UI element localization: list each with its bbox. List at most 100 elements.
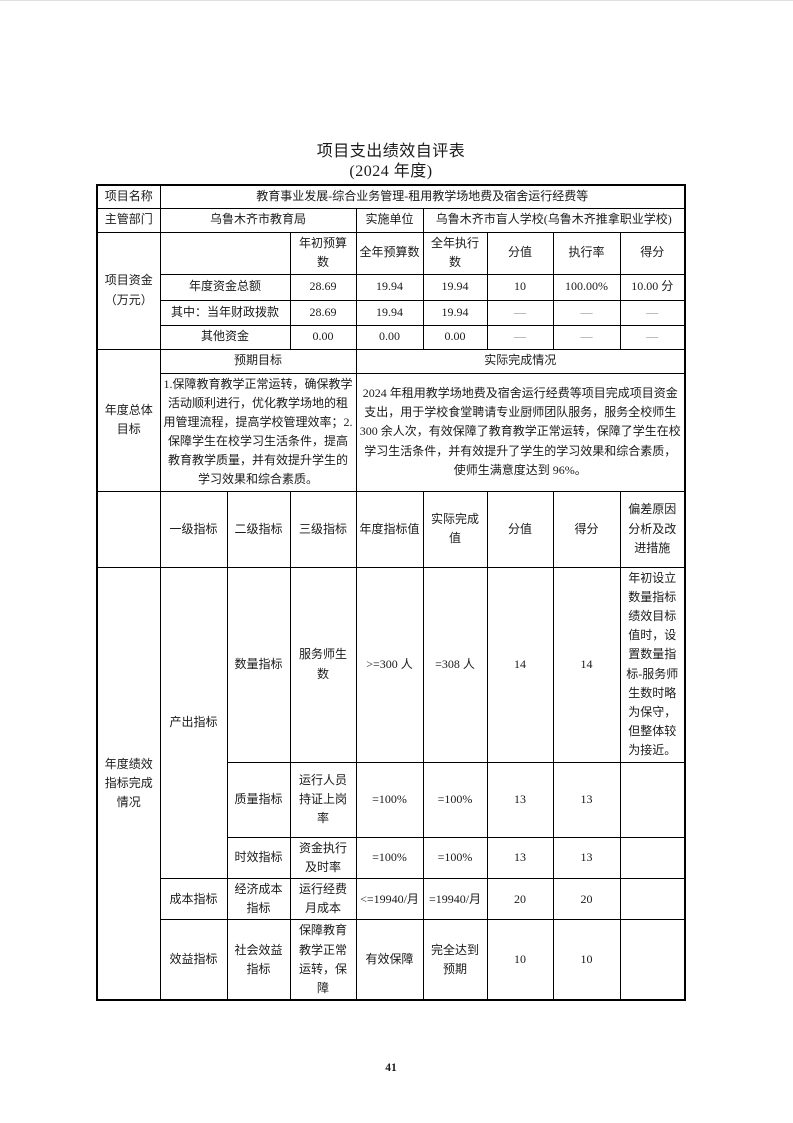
indicator-score-cell: 10 xyxy=(552,919,621,1001)
indicator-target-cell: =100% xyxy=(355,761,424,838)
table-row: 主管部门 乌鲁木齐市教育局 实施单位 乌鲁木齐市盲人学校(乌鲁木齐推拿职业学校) xyxy=(96,207,686,233)
indicator-level1-benefit: 效益指标 xyxy=(159,919,228,1001)
indicator-level2-cell: 数量指标 xyxy=(226,566,291,763)
indicator-level3-cell: 运行经费月成本 xyxy=(289,877,357,921)
funds-total-label: 年度资金总额 xyxy=(159,273,291,301)
indicator-target-cell: >=300 人 xyxy=(355,566,424,763)
funds-other-rate: — xyxy=(552,324,621,350)
indicator-header-level3: 三级指标 xyxy=(289,490,357,568)
table-row: 效益指标 社会效益指标 保障教育教学正常运转，保障 有效保障 完全达到预期 10… xyxy=(97,919,686,1001)
page-number: 41 xyxy=(385,1062,397,1075)
indicator-deviation-cell xyxy=(619,877,686,921)
project-name-label: 项目名称 xyxy=(96,184,161,209)
dept-value: 乌鲁木齐市教育局 xyxy=(159,207,357,233)
indicator-level2-cell: 质量指标 xyxy=(226,761,291,838)
project-name-value: 教育事业发展-综合业务管理-租用教学场地费及宿舍运行经费等 xyxy=(159,184,686,209)
goal-expected-header: 预期目标 xyxy=(159,348,357,374)
indicator-actual-cell: =19940/月 xyxy=(422,877,488,921)
funds-header-score: 得分 xyxy=(619,231,686,275)
table-row: 1.保障教育教学正常运转，确保教学活动顺利进行，优化教学场地的租用管理流程，提高… xyxy=(97,372,686,492)
indicator-level3-cell: 资金执行及时率 xyxy=(289,836,357,880)
funds-header-annual-budget: 全年预算数 xyxy=(355,231,424,275)
funds-header-points: 分值 xyxy=(486,231,554,275)
indicator-header-level2: 二级指标 xyxy=(226,490,291,568)
impl-unit-label: 实施单位 xyxy=(355,207,424,233)
dept-label: 主管部门 xyxy=(96,207,161,233)
indicator-score-cell: 14 xyxy=(552,566,621,763)
table-row: 一级指标 二级指标 三级指标 年度指标值 实际完成值 分值 得分 偏差原因分析及… xyxy=(96,490,686,568)
funds-total-annual: 19.94 xyxy=(355,273,424,301)
indicator-score-cell: 20 xyxy=(552,877,621,921)
indicator-header-points: 分值 xyxy=(486,490,554,568)
indicator-actual-cell: =100% xyxy=(422,836,488,880)
indicator-deviation-cell: 年初设立数量指标绩效目标值时，设置数量指标-服务师生数时略为保守，但整体较为接近… xyxy=(619,566,686,763)
indicator-header-deviation: 偏差原因分析及改进措施 xyxy=(619,490,686,568)
goal-expected-text: 1.保障教育教学正常运转，确保教学活动顺利进行，优化教学场地的租用管理流程，提高… xyxy=(159,372,357,492)
indicator-header-level1: 一级指标 xyxy=(159,490,228,568)
indicator-level3-cell: 服务师生数 xyxy=(289,566,357,763)
indicator-actual-cell: =308 人 xyxy=(422,566,488,763)
indicator-target-cell: 有效保障 xyxy=(355,919,424,1001)
funds-fiscal-rate: — xyxy=(552,299,621,326)
table-row: 年度总体目标 预期目标 实际完成情况 xyxy=(96,348,686,492)
indicator-header-actual: 实际完成值 xyxy=(422,490,488,568)
table-row: 年度绩效指标完成情况 产出指标 数量指标 服务师生数 >=300 人 =308 … xyxy=(96,566,686,1001)
indicator-level2-cell: 时效指标 xyxy=(226,836,291,880)
indicator-points-cell: 20 xyxy=(486,877,554,921)
funds-total-rate: 100.00% xyxy=(552,273,621,301)
funds-other-points: — xyxy=(486,324,554,350)
funds-label: 项目资金（万元） xyxy=(96,231,161,350)
indicator-target-cell: =100% xyxy=(355,836,424,880)
indicator-actual-cell: =100% xyxy=(422,761,488,838)
indicator-header-score: 得分 xyxy=(552,490,621,568)
page-title: 项目支出绩效自评表 xyxy=(316,143,466,160)
funds-header-execution-rate: 执行率 xyxy=(552,231,621,275)
page-content: 项目支出绩效自评表 (2024 年度) 项目名称 教育事业发展-综合业务管理-租… xyxy=(96,1,686,1075)
funds-other-label: 其他资金 xyxy=(159,324,291,350)
indicator-score-cell: 13 xyxy=(552,836,621,880)
funds-fiscal-execution: 19.94 xyxy=(422,299,488,326)
indicator-level2-cell: 社会效益指标 xyxy=(226,919,291,1001)
indicator-level2-cell: 经济成本指标 xyxy=(226,877,291,921)
funds-total-execution: 19.94 xyxy=(422,273,488,301)
indicator-deviation-cell xyxy=(619,919,686,1001)
table-row: 其他资金 0.00 0.00 0.00 — — — xyxy=(97,324,686,350)
indicator-score-cell: 13 xyxy=(552,761,621,838)
annual-goal-label: 年度总体目标 xyxy=(96,348,161,492)
table-row: 时效指标 资金执行及时率 =100% =100% 13 13 xyxy=(97,836,686,880)
goal-actual-text: 2024 年租用教学场地费及宿舍运行经费等项目完成项目资金支出，用于学校食堂聘请… xyxy=(355,372,686,492)
page-subtitle: (2024 年度) xyxy=(349,163,433,180)
funds-header-annual-execution: 全年执行数 xyxy=(422,231,488,275)
table-row: 质量指标 运行人员持证上岗率 =100% =100% 13 13 xyxy=(97,761,686,838)
funds-fiscal-label: 其中：当年财政拨款 xyxy=(159,299,291,326)
table-row: 成本指标 经济成本指标 运行经费月成本 <=19940/月 =19940/月 2… xyxy=(97,877,686,921)
self-evaluation-table: 项目名称 教育事业发展-综合业务管理-租用教学场地费及宿舍运行经费等 主管部门 … xyxy=(96,184,686,1002)
funds-blank-cell xyxy=(159,231,291,275)
table-row: 项目名称 教育事业发展-综合业务管理-租用教学场地费及宿舍运行经费等 xyxy=(96,184,686,209)
indicator-deviation-cell xyxy=(619,836,686,880)
indicator-actual-cell: 完全达到预期 xyxy=(422,919,488,1001)
indicators-section-label: 年度绩效指标完成情况 xyxy=(96,566,161,1001)
funds-fiscal-initial: 28.69 xyxy=(289,299,357,326)
funds-total-points: 10 xyxy=(486,273,554,301)
indicator-level1-output: 产出指标 xyxy=(159,566,228,880)
indicator-header-target: 年度指标值 xyxy=(355,490,424,568)
indicator-level3-cell: 保障教育教学正常运转，保障 xyxy=(289,919,357,1001)
table-row: 年度资金总额 28.69 19.94 19.94 10 100.00% 10.0… xyxy=(97,273,686,301)
funds-other-score: — xyxy=(619,324,686,350)
funds-total-score: 10.00 分 xyxy=(619,273,686,301)
funds-other-execution: 0.00 xyxy=(422,324,488,350)
funds-other-annual: 0.00 xyxy=(355,324,424,350)
indicator-level3-cell: 运行人员持证上岗率 xyxy=(289,761,357,838)
indicator-target-cell: <=19940/月 xyxy=(355,877,424,921)
indicator-points-cell: 10 xyxy=(486,919,554,1001)
indicator-corner-cell xyxy=(96,490,161,568)
indicator-points-cell: 13 xyxy=(486,836,554,880)
funds-fiscal-points: — xyxy=(486,299,554,326)
funds-header-initial-budget: 年初预算数 xyxy=(289,231,357,275)
funds-fiscal-annual: 19.94 xyxy=(355,299,424,326)
indicator-level1-cost: 成本指标 xyxy=(159,877,228,921)
table-row: 其中：当年财政拨款 28.69 19.94 19.94 — — — xyxy=(97,299,686,326)
goal-actual-header: 实际完成情况 xyxy=(355,348,686,374)
